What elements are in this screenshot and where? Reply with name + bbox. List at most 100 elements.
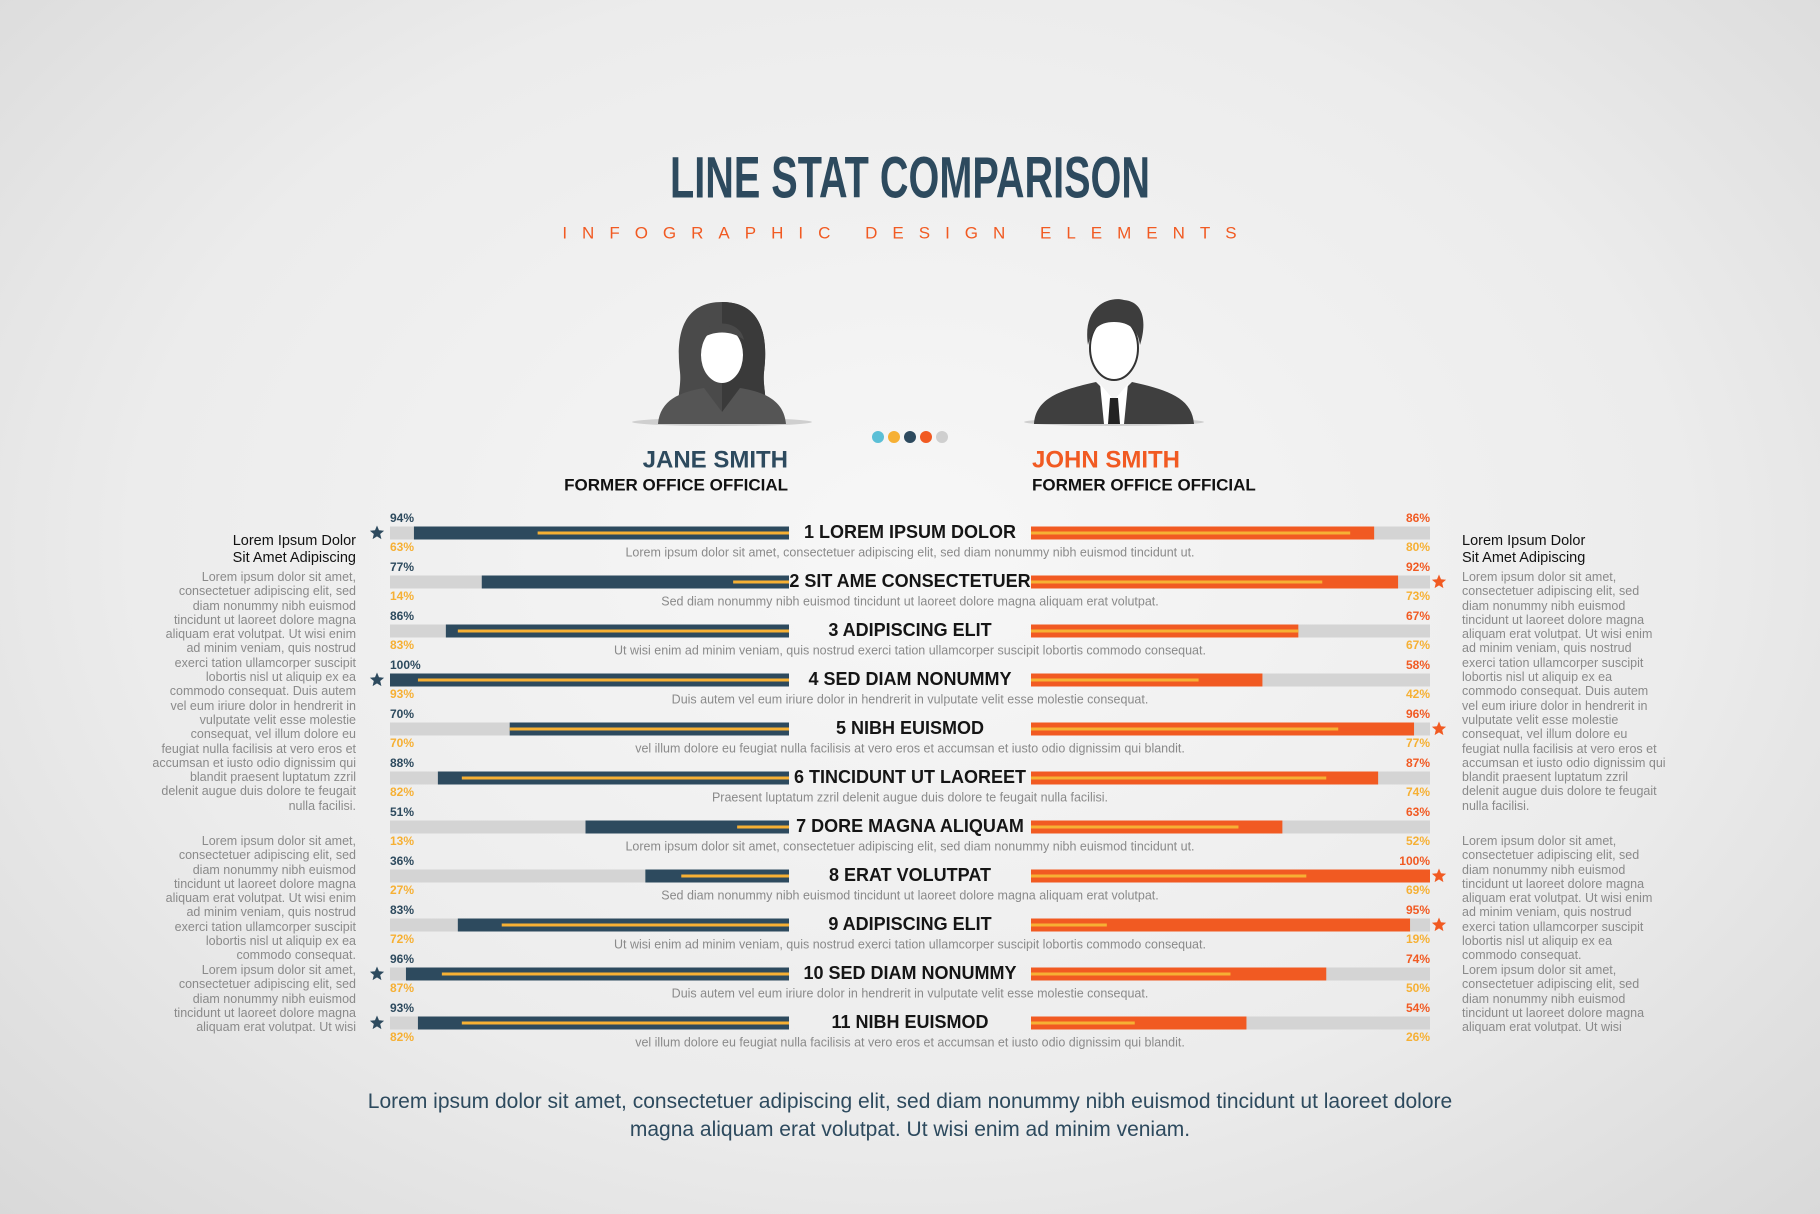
sub-bar [681, 874, 789, 878]
subtitle: INFOGRAPHIC DESIGN ELEMENTS [562, 223, 1251, 242]
note-paragraph: Lorem ipsum dolor sit amet, consectetuer… [152, 570, 356, 813]
star-icon [1431, 868, 1447, 883]
sub-bar [461, 776, 789, 780]
star-icon [369, 966, 385, 981]
sub-value-label: 72% [390, 932, 414, 946]
sub-value-label: 77% [1406, 736, 1430, 750]
main-value-label: 77% [390, 560, 414, 574]
sub-bar [457, 629, 789, 633]
person-role: FORMER OFFICE OFFICIAL [1032, 475, 1256, 494]
sub-value-label: 13% [390, 834, 414, 848]
sub-bar [461, 1021, 789, 1025]
main-value-label: 54% [1406, 1001, 1430, 1015]
row-description: Duis autem vel eum iriure dolor in hendr… [672, 692, 1149, 706]
sub-value-label: 52% [1406, 834, 1430, 848]
row-description: Lorem ipsum dolor sit amet, consectetuer… [625, 839, 1194, 853]
row-description: vel illum dolore eu feugiat nulla facili… [635, 1035, 1185, 1049]
sub-bar [1031, 531, 1351, 535]
note-heading-line: Lorem Ipsum Dolor [1462, 533, 1586, 549]
sub-bar [1031, 923, 1107, 927]
sub-bar [509, 727, 789, 731]
sub-value-label: 73% [1406, 589, 1430, 603]
main-value-label: 95% [1406, 903, 1430, 917]
sub-value-label: 19% [1406, 932, 1430, 946]
note-paragraph: Lorem ipsum dolor sit amet, consectetuer… [1462, 570, 1666, 813]
sub-value-label: 27% [390, 883, 414, 897]
main-value-label: 70% [390, 707, 414, 721]
note-heading: Lorem Ipsum Dolor Sit Amet Adipiscing [151, 533, 356, 566]
main-value-label: 92% [1406, 560, 1430, 574]
row-label: 4 SED DIAM NONUMMY [808, 669, 1011, 689]
row-description: Sed diam nonummy nibh euismod tincidunt … [661, 888, 1159, 902]
sub-value-label: 83% [390, 638, 414, 652]
sub-bar [1031, 776, 1327, 780]
main-value-label: 94% [390, 511, 414, 525]
title: LINE STAT COMPARISON [670, 145, 1150, 210]
main-value-label: 86% [390, 609, 414, 623]
sub-value-label: 67% [1406, 638, 1430, 652]
main-value-label: 51% [390, 805, 414, 819]
main-value-label: 96% [1406, 707, 1430, 721]
row-label: 7 DORE MAGNA ALIQUAM [796, 816, 1024, 836]
female-avatar [632, 302, 812, 426]
note-heading-line: Lorem Ipsum Dolor [232, 533, 356, 549]
sub-bar [733, 580, 789, 584]
sub-bar [1031, 825, 1239, 829]
note-paragraph: Lorem ipsum dolor sit amet, consectetuer… [1462, 834, 1653, 963]
person-name: JANE SMITH [643, 446, 788, 473]
row-label: 10 SED DIAM NONUMMY [803, 963, 1016, 983]
sub-bar [417, 678, 789, 682]
row-label: 1 LOREM IPSUM DOLOR [804, 522, 1016, 542]
row-description: Lorem ipsum dolor sit amet, consectetuer… [625, 545, 1194, 559]
sub-bar [501, 923, 789, 927]
sub-value-label: 26% [1406, 1030, 1430, 1044]
main-value-label: 86% [1406, 511, 1430, 525]
sub-bar [537, 531, 789, 535]
sub-value-label: 87% [390, 981, 414, 995]
main-value-label: 74% [1406, 952, 1430, 966]
star-icon [369, 672, 385, 687]
sub-value-label: 82% [390, 1030, 414, 1044]
star-icon [369, 1015, 385, 1030]
main-bar [481, 575, 789, 589]
color-dots [872, 431, 948, 443]
sub-bar [441, 972, 789, 976]
row-label: 8 ERAT VOLUTPAT [829, 865, 991, 885]
main-value-label: 58% [1406, 658, 1430, 672]
sub-value-label: 69% [1406, 883, 1430, 897]
footer-text: Lorem ipsum dolor sit amet, consectetuer… [367, 1090, 1453, 1141]
main-value-label: 87% [1406, 756, 1430, 770]
note-paragraph: Lorem ipsum dolor sit amet, consectetuer… [165, 834, 356, 963]
main-value-label: 96% [390, 952, 414, 966]
sub-value-label: 63% [390, 540, 414, 554]
star-icon [369, 525, 385, 540]
row-description: Sed diam nonummy nibh euismod tincidunt … [661, 594, 1159, 608]
main-bar [1031, 1016, 1247, 1030]
note-heading-line: Sit Amet Adipiscing [1462, 549, 1586, 566]
main-value-label: 67% [1406, 609, 1430, 623]
star-icon [1431, 574, 1447, 589]
main-bar [585, 820, 789, 834]
sub-bar [737, 825, 789, 829]
sub-value-label: 82% [390, 785, 414, 799]
row-label: 5 NIBH EUISMOD [836, 718, 984, 738]
row-label: 9 ADIPISCING ELIT [828, 914, 991, 934]
row-description: Ut wisi enim ad minim veniam, quis nostr… [614, 937, 1206, 951]
sub-value-label: 74% [1406, 785, 1430, 799]
row-label: 11 NIBH EUISMOD [831, 1012, 988, 1032]
main-value-label: 100% [390, 658, 421, 672]
sub-value-label: 80% [1406, 540, 1430, 554]
note-paragraph: Lorem ipsum dolor sit amet, consectetuer… [1462, 963, 1645, 1035]
main-value-label: 88% [390, 756, 414, 770]
note-heading-line: Sit Amet Adipiscing [232, 549, 356, 566]
male-avatar [1024, 299, 1204, 426]
sub-bar [1031, 1021, 1135, 1025]
person-role: FORMER OFFICE OFFICIAL [564, 475, 788, 494]
main-value-label: 93% [390, 1001, 414, 1015]
row-description: Ut wisi enim ad minim veniam, quis nostr… [614, 643, 1206, 657]
star-icon [1431, 917, 1447, 932]
sub-value-label: 93% [390, 687, 414, 701]
